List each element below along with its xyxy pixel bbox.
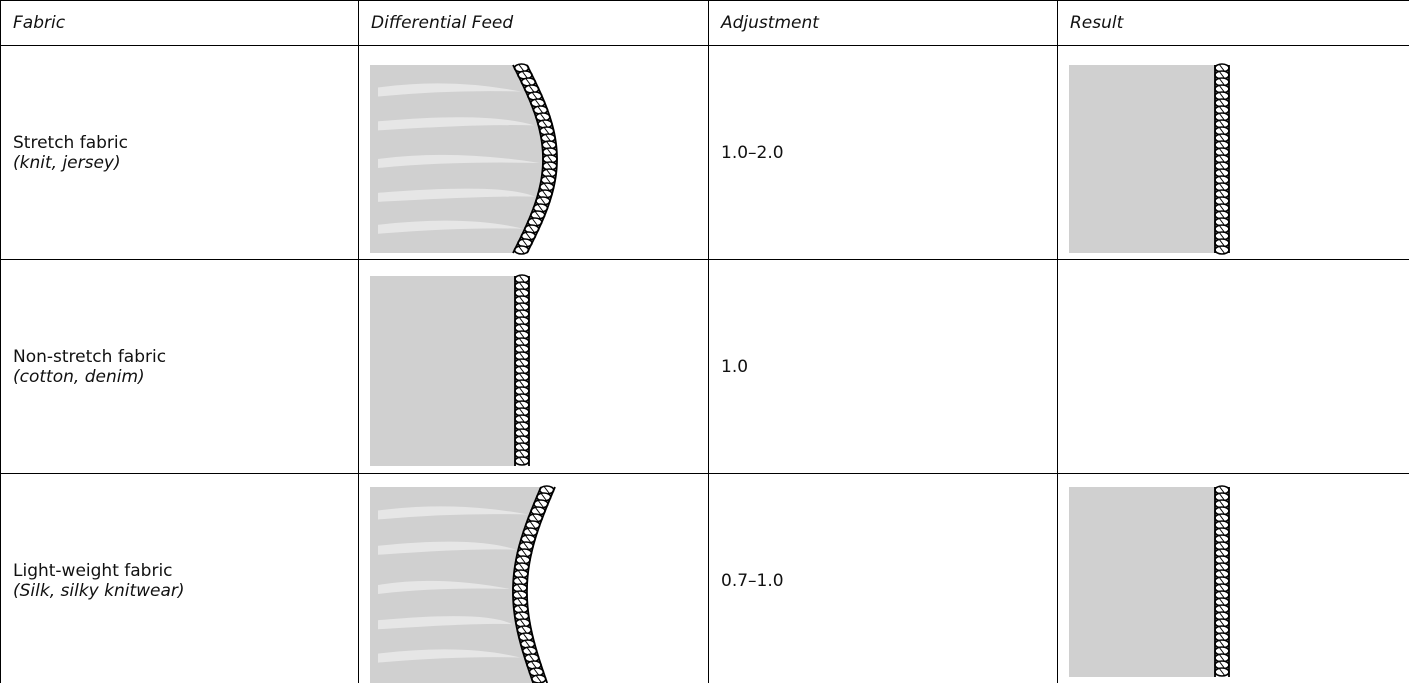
image-cell — [1057, 259, 1409, 474]
header-cell: Fabric — [0, 0, 359, 46]
image-cell — [358, 473, 709, 683]
fabric-cell: Light-weight fabric (Silk, silky knitwear… — [0, 473, 359, 683]
header-cell: Differential Feed — [358, 0, 709, 46]
header-cell: Adjustment — [708, 0, 1058, 46]
image-cell — [1057, 45, 1409, 260]
header-cell: Result — [1057, 0, 1409, 46]
image-cell — [358, 259, 709, 474]
fabric-cell: Stretch fabric (knit, jersey) — [0, 45, 359, 260]
table-row: Light-weight fabric (Silk, silky knitwear… — [0, 473, 1409, 683]
fabric-note: (knit, jersey) — [13, 152, 121, 173]
fabric-note: (Silk, silky knitwear) — [13, 580, 185, 601]
fabric-cell: Non-stretch fabric (cotton, denim) — [0, 259, 359, 474]
fabric-name: Non-stretch fabric — [13, 346, 167, 367]
header-row: Fabric Differential Feed Adjustment Resu… — [0, 0, 1409, 46]
table-row: Stretch fabric (knit, jersey) 1.0–2.0 — [0, 45, 1409, 260]
adjustment-cell: 1.0 — [708, 259, 1058, 474]
table-row: Non-stretch fabric (cotton, denim) 1.0 — [0, 259, 1409, 474]
image-cell — [1057, 473, 1409, 683]
fabric-name: Light-weight fabric — [13, 560, 173, 581]
adjustment-cell: 0.7–1.0 — [708, 473, 1058, 683]
fabric-name: Stretch fabric — [13, 132, 128, 153]
adjustment-cell: 1.0–2.0 — [708, 45, 1058, 260]
image-cell — [358, 45, 709, 260]
fabric-note: (cotton, denim) — [13, 366, 145, 387]
